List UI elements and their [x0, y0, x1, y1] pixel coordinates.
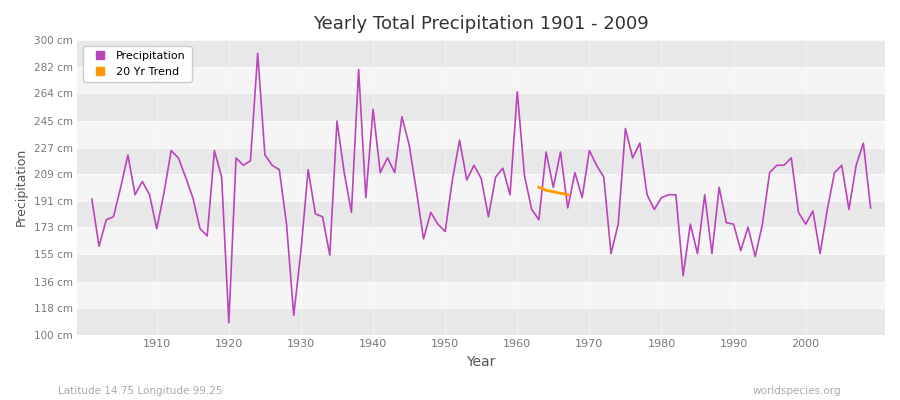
Bar: [77, 40, 885, 67]
Bar: [77, 67, 885, 93]
Bar: [77, 227, 885, 254]
Text: worldspecies.org: worldspecies.org: [753, 386, 842, 396]
Legend: Precipitation, 20 Yr Trend: Precipitation, 20 Yr Trend: [83, 46, 192, 82]
Bar: [77, 200, 885, 227]
Bar: [77, 254, 885, 282]
Text: Latitude 14.75 Longitude 99.25: Latitude 14.75 Longitude 99.25: [58, 386, 223, 396]
Bar: [77, 121, 885, 148]
Bar: [77, 308, 885, 334]
X-axis label: Year: Year: [466, 355, 496, 369]
Title: Yearly Total Precipitation 1901 - 2009: Yearly Total Precipitation 1901 - 2009: [313, 15, 649, 33]
Bar: [77, 282, 885, 308]
Bar: [77, 174, 885, 200]
Bar: [77, 93, 885, 121]
Bar: [77, 148, 885, 174]
Y-axis label: Precipitation: Precipitation: [15, 148, 28, 226]
